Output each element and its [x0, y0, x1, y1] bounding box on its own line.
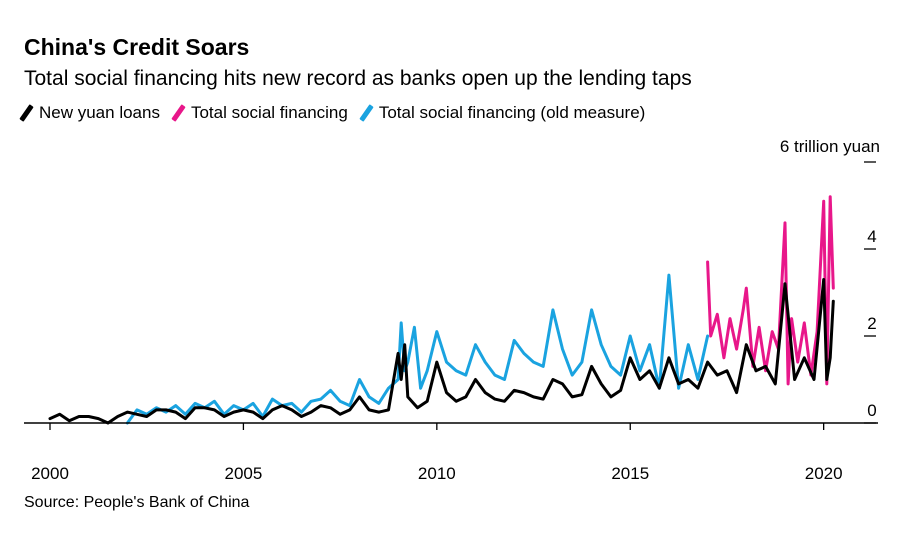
legend-label: New yuan loans [39, 103, 160, 122]
series-line-total-social-financing-old-measure [125, 273, 710, 425]
chart-title: China's Credit Soars [24, 34, 250, 60]
x-tick-label: 2005 [225, 464, 263, 483]
series-line-total-social-financing [706, 195, 835, 386]
x-tick-label: 2020 [805, 464, 843, 483]
series-line-new-yuan-loans [48, 278, 835, 425]
legend-item-total-social-financing: Total social financing [171, 103, 348, 123]
y-tick-label: 2 [867, 314, 876, 333]
y-tick-label: 4 [867, 227, 876, 246]
x-tick-label: 2015 [611, 464, 649, 483]
y-axis-unit-label: 6 trillion yuan [780, 137, 880, 156]
x-tick-label: 2000 [31, 464, 69, 483]
x-tick-label: 2010 [418, 464, 456, 483]
source-note: Source: People's Bank of China [24, 494, 250, 511]
legend-label: Total social financing [190, 103, 348, 122]
chart-subtitle: Total social financing hits new record a… [24, 67, 692, 90]
x-axis: 2000 2005 2010 2015 2020 [24, 422, 878, 483]
legend-label: Total social financing (old measure) [378, 103, 646, 122]
y-tick-label: 0 [867, 401, 876, 420]
legend-item-new-yuan-loans: New yuan loans [19, 103, 160, 123]
legend: New yuan loans Total social financing To… [19, 103, 661, 123]
legend-item-total-social-financing-old: Total social financing (old measure) [359, 103, 646, 123]
series-lines [48, 195, 835, 425]
